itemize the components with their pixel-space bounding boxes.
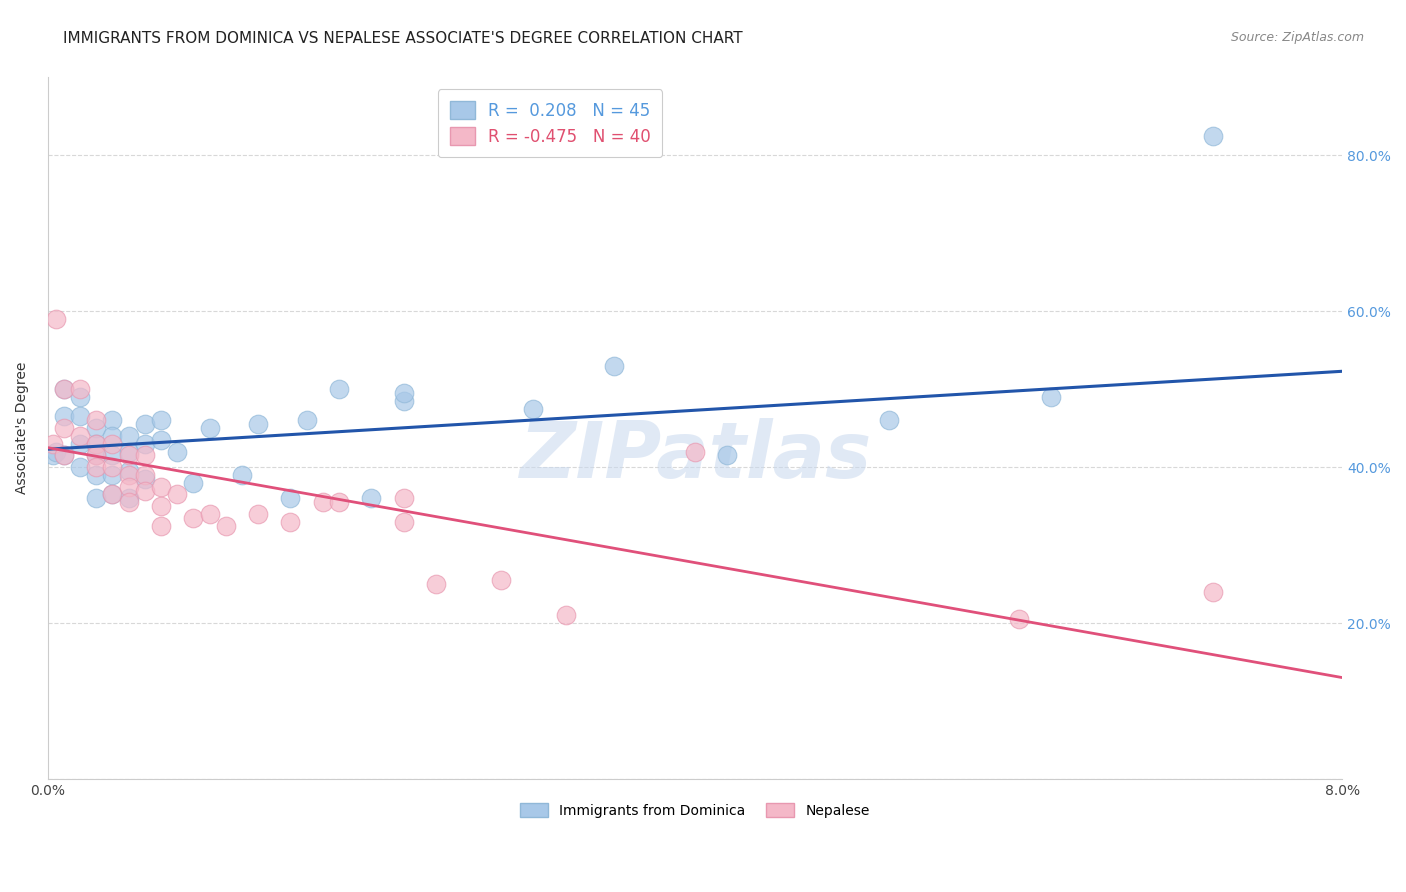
Point (52, 409, 75, 424)
Point (134, 472, 156, 486)
Point (489, 573, 512, 587)
Point (41, 449, 63, 463)
Point (52, 449, 75, 463)
Point (360, 491, 382, 506)
Point (101, 460, 124, 475)
Point (69, 409, 91, 424)
Point (52, 421, 75, 435)
Point (52, 382, 75, 396)
Point (231, 467, 253, 482)
Point (84, 460, 107, 475)
Point (101, 429, 124, 443)
Point (877, 413, 900, 427)
Point (101, 467, 124, 482)
Point (101, 487, 124, 501)
Point (118, 449, 141, 463)
Text: Source: ZipAtlas.com: Source: ZipAtlas.com (1230, 31, 1364, 45)
Point (69, 429, 91, 443)
Point (101, 449, 124, 463)
Point (198, 507, 221, 521)
Point (716, 449, 738, 463)
Point (134, 417, 156, 432)
Point (101, 487, 124, 501)
Point (328, 495, 350, 509)
Point (52, 449, 75, 463)
Point (84, 436, 107, 450)
Point (150, 413, 173, 427)
Point (118, 480, 141, 494)
Point (312, 495, 335, 509)
Text: ZIPatlas: ZIPatlas (519, 418, 872, 494)
Point (45, 312, 67, 326)
Point (118, 491, 141, 506)
Point (328, 382, 350, 396)
Point (280, 515, 302, 529)
Point (118, 495, 141, 509)
Point (69, 460, 91, 475)
Point (166, 487, 188, 501)
Point (150, 499, 173, 513)
Point (41, 436, 63, 450)
Point (554, 608, 576, 623)
Point (198, 421, 221, 435)
Point (683, 444, 706, 458)
Point (295, 413, 318, 427)
Point (247, 507, 270, 521)
Point (45, 444, 67, 458)
Point (101, 436, 124, 450)
Point (150, 480, 173, 494)
Text: IMMIGRANTS FROM DOMINICA VS NEPALESE ASSOCIATE'S DEGREE CORRELATION CHART: IMMIGRANTS FROM DOMINICA VS NEPALESE ASS… (63, 31, 742, 46)
Point (84, 491, 107, 506)
Point (1007, 612, 1029, 626)
Point (1202, 128, 1225, 143)
Legend: Immigrants from Dominica, Nepalese: Immigrants from Dominica, Nepalese (513, 796, 876, 824)
Point (134, 436, 156, 450)
Point (183, 475, 205, 490)
Point (118, 444, 141, 458)
Point (69, 382, 91, 396)
Point (134, 483, 156, 498)
Point (101, 413, 124, 427)
Point (84, 449, 107, 463)
Point (118, 464, 141, 478)
Point (392, 491, 415, 506)
Point (84, 413, 107, 427)
Point (118, 467, 141, 482)
Point (118, 429, 141, 443)
Point (522, 401, 544, 416)
Point (84, 467, 107, 482)
Point (280, 491, 302, 506)
Point (247, 417, 270, 432)
Point (69, 436, 91, 450)
Point (84, 449, 107, 463)
Point (84, 421, 107, 435)
Point (166, 444, 188, 458)
Point (603, 359, 626, 373)
Point (52, 382, 75, 396)
Point (134, 449, 156, 463)
Point (215, 518, 238, 533)
Point (134, 467, 156, 482)
Point (392, 386, 415, 401)
Point (183, 511, 205, 525)
Point (1202, 585, 1225, 599)
Point (84, 436, 107, 450)
Point (69, 390, 91, 404)
Point (392, 393, 415, 408)
Point (425, 577, 447, 591)
Y-axis label: Associate's Degree: Associate's Degree (15, 362, 30, 494)
Point (1040, 390, 1063, 404)
Point (392, 515, 415, 529)
Point (150, 518, 173, 533)
Point (150, 433, 173, 447)
